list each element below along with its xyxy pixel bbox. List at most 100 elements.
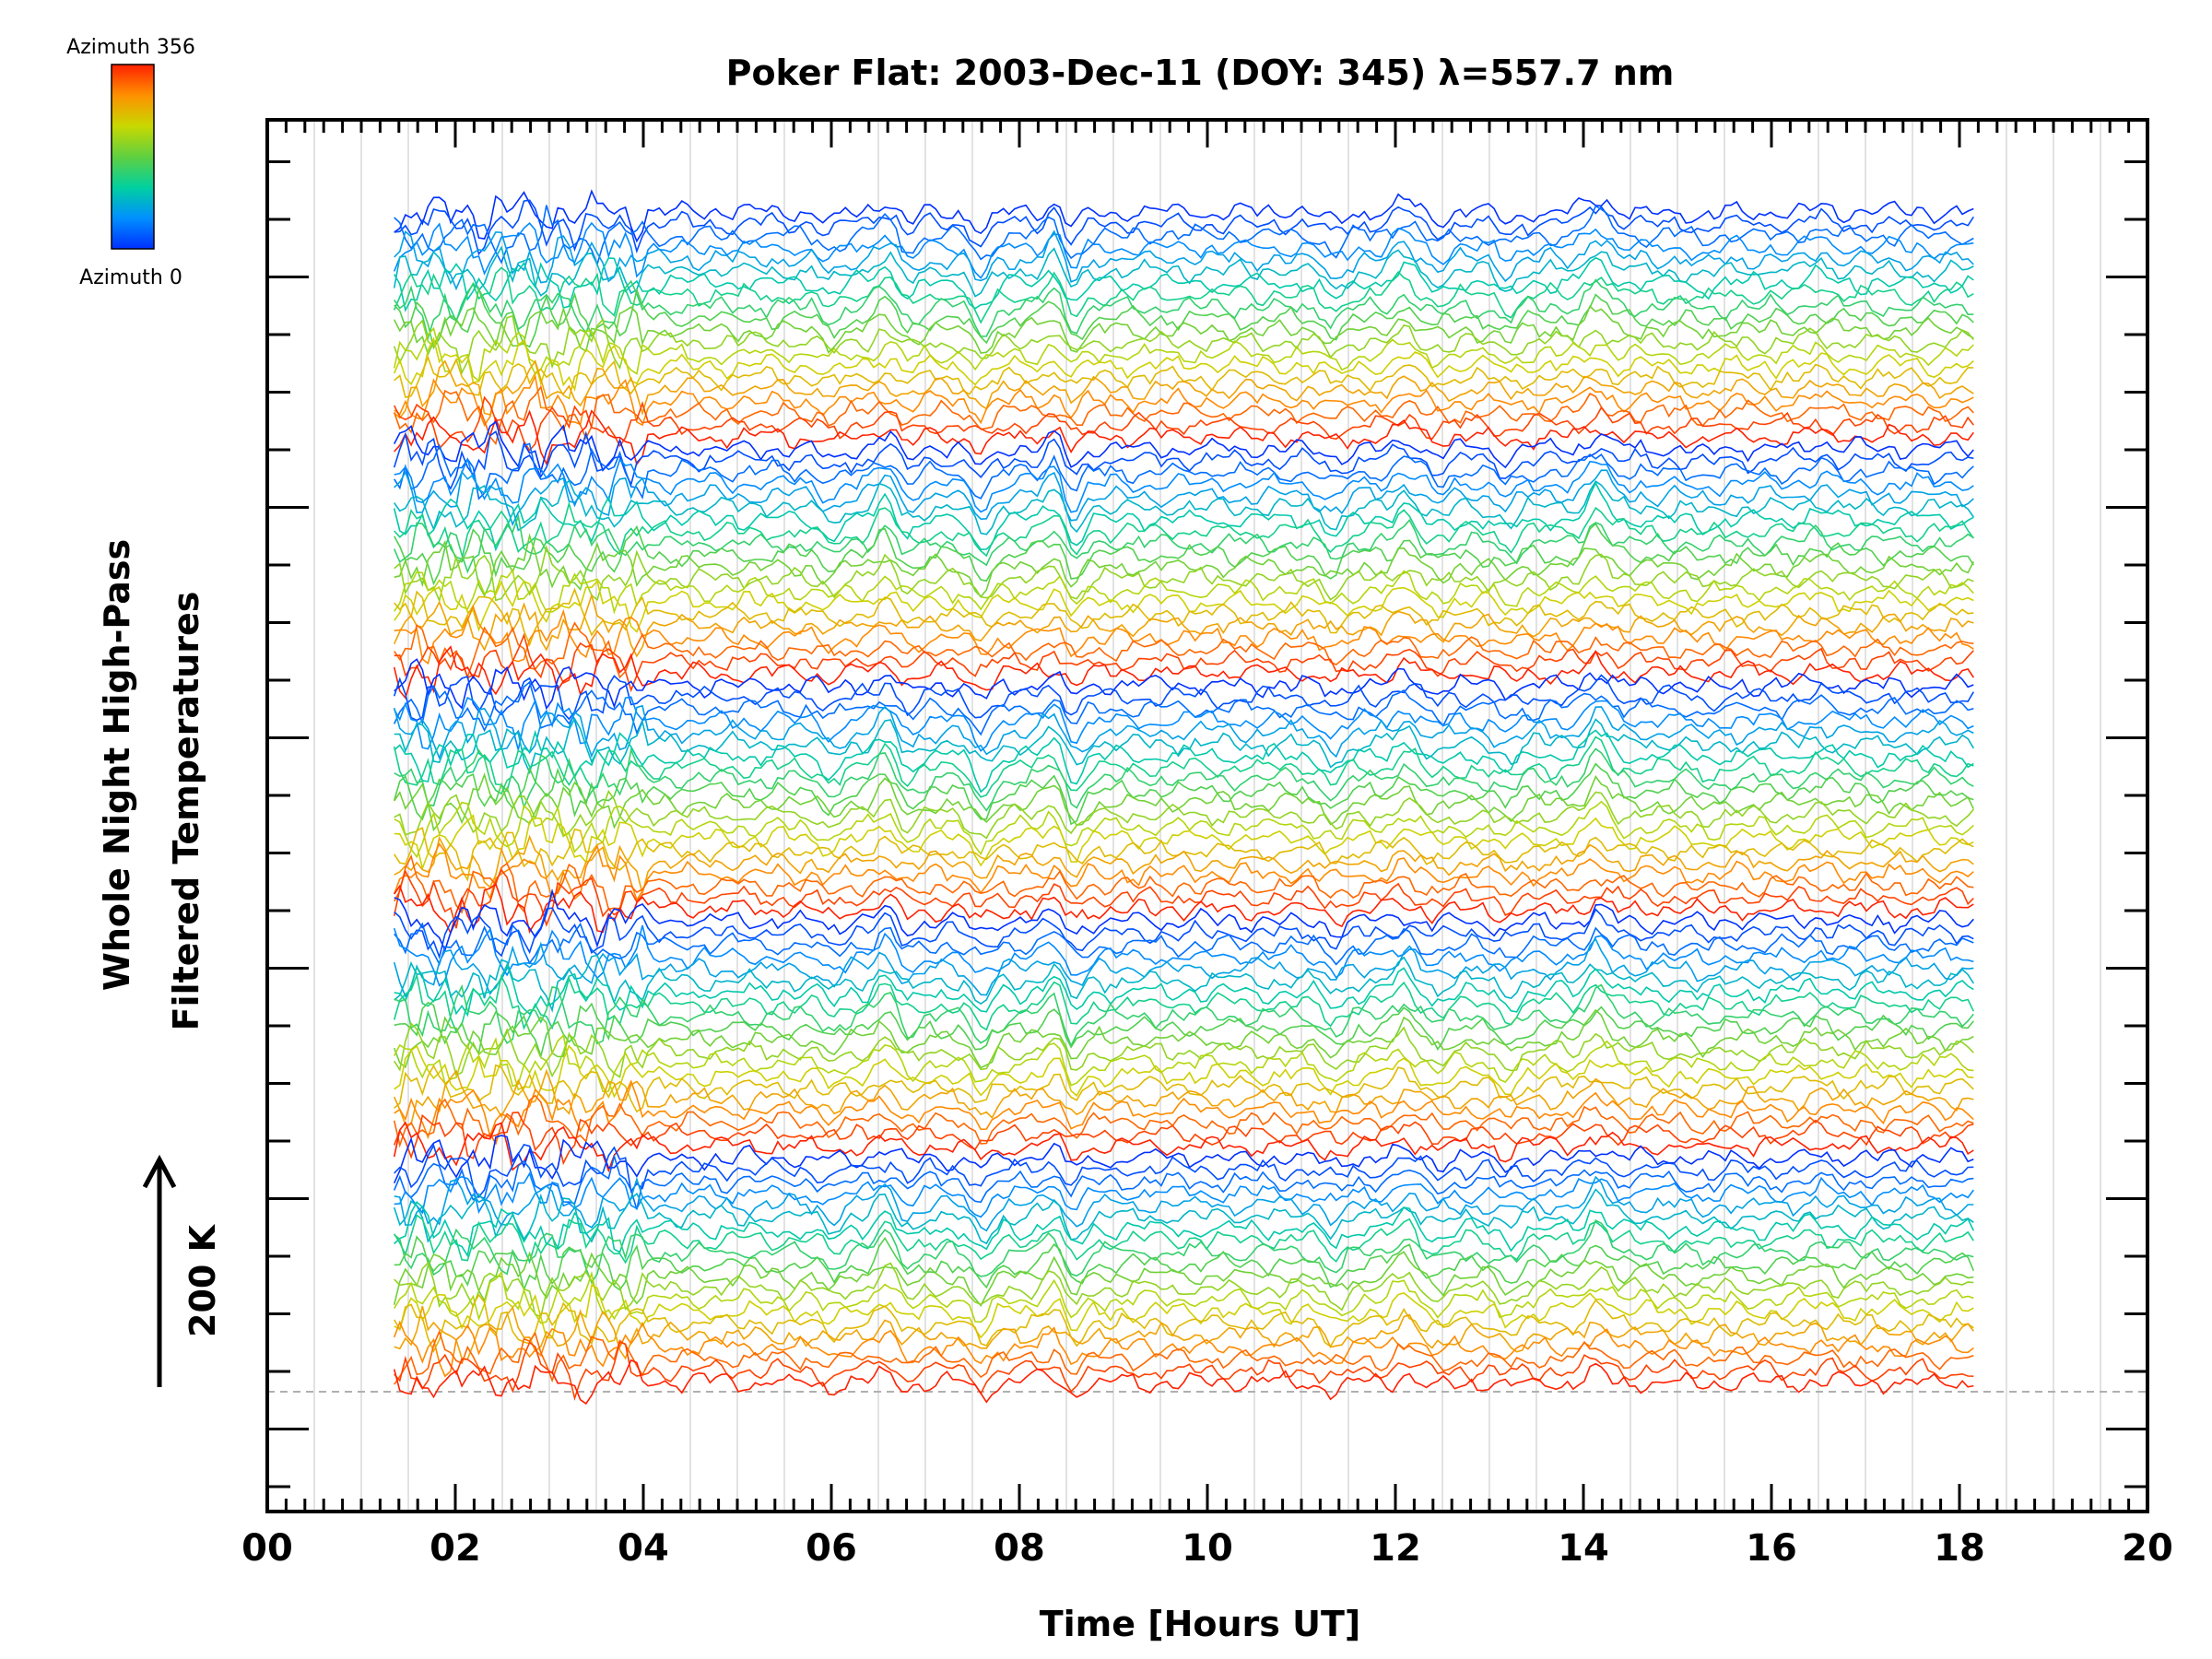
series-line (394, 621, 1974, 679)
series-line (394, 747, 1974, 812)
series-line (394, 587, 1974, 647)
series-line (394, 579, 1974, 633)
colorbar: Azimuth 356 Azimuth 0 (66, 36, 195, 289)
series-line (393, 314, 1974, 375)
y-axis-label-line1: Whole Night High-Pass (97, 539, 137, 991)
series-line (393, 420, 1974, 475)
series-line (394, 983, 1974, 1048)
series-line (393, 481, 1974, 552)
series-line (394, 800, 1974, 859)
series-line (393, 1359, 1974, 1406)
series-line (394, 286, 1974, 350)
series-line (394, 568, 1974, 615)
series-line (394, 834, 1974, 894)
x-tick-label: 08 (994, 1527, 1045, 1570)
series-line (394, 199, 1974, 256)
series-line (394, 1001, 1974, 1059)
series-line (393, 1320, 1974, 1378)
series-line (394, 409, 1974, 466)
chart-title: Poker Flat: 2003-Dec-11 (DOY: 345) λ=557… (726, 53, 1675, 93)
series-line (394, 544, 1974, 604)
series-line (394, 523, 1974, 586)
series-line (394, 442, 1974, 500)
grid (267, 120, 2147, 1512)
series-line (394, 814, 1974, 871)
series-line (394, 1175, 1974, 1232)
series-line (394, 373, 1974, 428)
series-line (394, 469, 1974, 527)
series-line (394, 1201, 1975, 1258)
series-line (394, 888, 1974, 953)
series-line (394, 1044, 1974, 1099)
series-line (393, 336, 1974, 393)
series-line (394, 954, 1974, 1013)
series-line (394, 229, 1974, 291)
scale-label: 200 K (182, 1223, 223, 1337)
series-line (394, 1079, 1974, 1140)
series-line (393, 395, 1974, 452)
series-line (393, 924, 1974, 987)
series-line (394, 1293, 1974, 1353)
series-line (393, 593, 1974, 658)
series-line (393, 680, 1974, 736)
series-line (393, 1094, 1974, 1148)
series-line (394, 359, 1974, 419)
series-line (394, 789, 1974, 840)
x-tick-label: 20 (2122, 1527, 2173, 1570)
series-line (393, 245, 1974, 298)
series-line (393, 735, 1974, 798)
series-line (393, 1153, 1974, 1210)
series-line (394, 604, 1974, 665)
x-tick-label: 04 (618, 1527, 669, 1570)
series-line (394, 882, 1974, 935)
series-line (393, 1008, 1974, 1069)
series-line (393, 512, 1974, 574)
x-axis-label: Time [Hours UT] (1040, 1604, 1361, 1644)
series-line (394, 1171, 1974, 1218)
x-tick-label: 16 (1746, 1527, 1797, 1570)
series-line (394, 962, 1974, 1018)
series-line (394, 1270, 1974, 1324)
series-line (394, 717, 1974, 775)
series-line (394, 658, 1974, 711)
x-tick-label: 12 (1370, 1527, 1421, 1570)
series-line (394, 922, 1974, 967)
x-tick-label: 02 (429, 1527, 481, 1570)
series-line (393, 842, 1974, 902)
series-line (394, 256, 1974, 312)
series-line (393, 1068, 1974, 1126)
series-line (394, 1235, 1975, 1292)
series-line (393, 384, 1974, 446)
series-line (393, 1188, 1974, 1245)
series-line (394, 907, 1974, 960)
series-line (393, 1121, 1974, 1173)
series-line (393, 305, 1974, 357)
plot-frame (265, 118, 2149, 1513)
series-line (393, 326, 1974, 382)
series-line (393, 674, 1974, 722)
series-line (393, 430, 1974, 490)
series-line (393, 1251, 1974, 1307)
colorbar-bottom-label: Azimuth 0 (79, 266, 182, 289)
series-line (394, 1143, 1974, 1199)
series-line (394, 1305, 1974, 1360)
series-line (394, 205, 1974, 267)
series-line (394, 533, 1975, 598)
series-line (393, 1135, 1974, 1184)
series-line (393, 972, 1975, 1033)
x-tick-label: 10 (1182, 1527, 1233, 1570)
series-line (394, 1329, 1974, 1385)
series-line (393, 762, 1974, 826)
series-line (394, 696, 1974, 752)
scale-arrow (142, 1154, 177, 1387)
series-line (394, 1284, 1974, 1339)
series-line (394, 1064, 1974, 1113)
series-line (394, 456, 1974, 513)
x-tick-labels: 00 02 04 06 08 10 12 14 16 18 20 (241, 1527, 2173, 1570)
series-line (394, 189, 1974, 243)
series-line (393, 868, 1974, 929)
series-line (394, 1022, 1974, 1078)
series-line (393, 266, 1974, 324)
series-line (394, 1261, 1974, 1318)
